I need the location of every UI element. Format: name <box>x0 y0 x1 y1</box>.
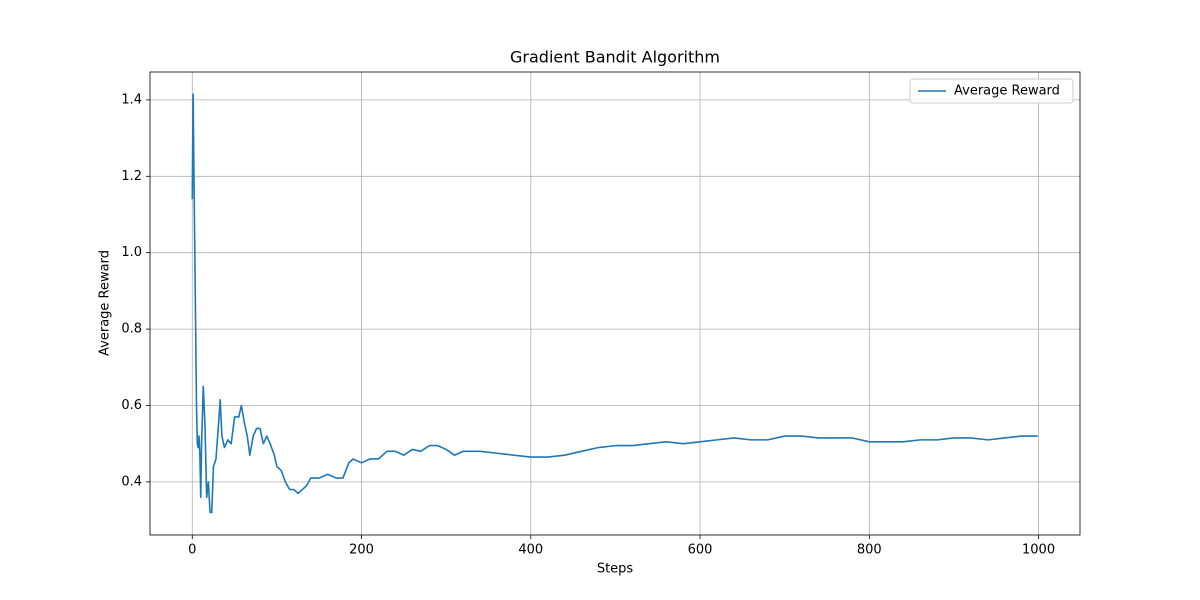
y-tick-label: 0.6 <box>121 398 142 413</box>
x-tick-label: 200 <box>349 543 374 558</box>
x-tick-label: 800 <box>857 543 882 558</box>
data-line <box>191 93 1038 514</box>
plot-frame <box>149 71 1081 536</box>
legend-label: Average Reward <box>954 84 1060 99</box>
y-tick-label: 1.2 <box>121 169 142 184</box>
y-tick-label: 0.4 <box>121 474 142 489</box>
chart-title: Gradient Bandit Algorithm <box>510 48 720 67</box>
x-axis-label: Steps <box>597 562 634 577</box>
y-axis-label: Average Reward <box>98 250 113 356</box>
legend-box <box>909 78 1074 104</box>
y-tick-label: 0.8 <box>121 322 142 337</box>
y-tick-label: 1.4 <box>121 92 142 107</box>
x-tick-label: 400 <box>518 543 543 558</box>
x-tick-label: 1000 <box>1022 543 1055 558</box>
x-tick-label: 0 <box>188 543 196 558</box>
x-tick-label: 600 <box>688 543 713 558</box>
y-tick-label: 1.0 <box>121 245 142 260</box>
